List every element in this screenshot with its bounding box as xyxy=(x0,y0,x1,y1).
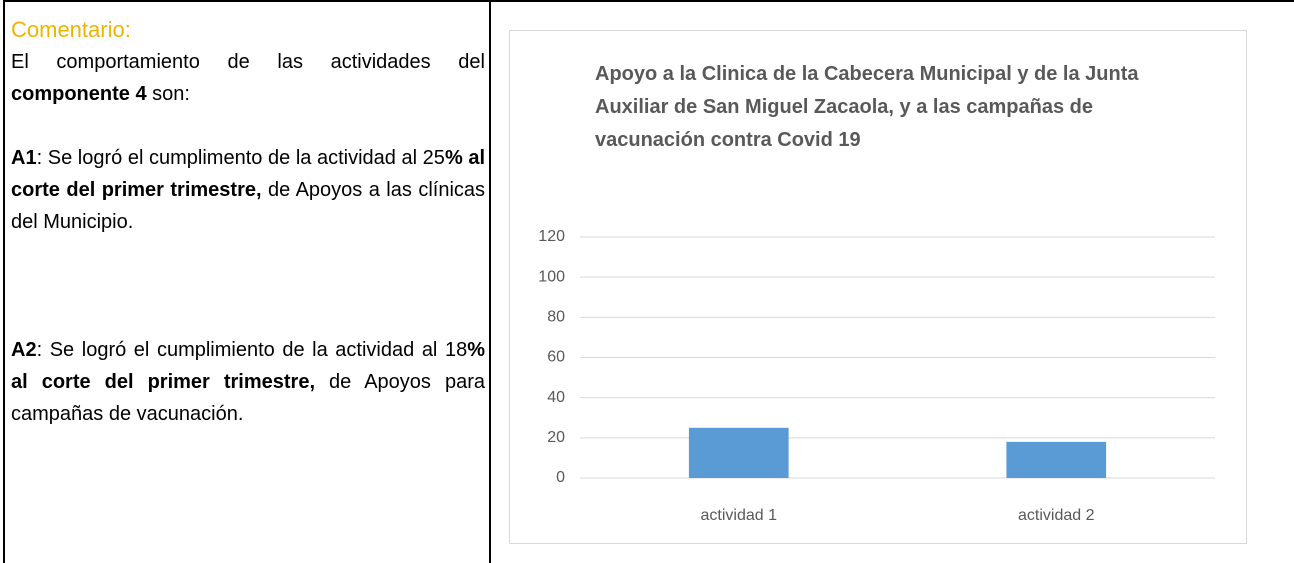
chart-frame xyxy=(509,30,1247,544)
comment-text: El comportamiento de las actividades del… xyxy=(11,46,485,430)
y-tick-label: 80 xyxy=(547,309,565,326)
y-tick-label: 100 xyxy=(538,268,565,285)
text-run: % al corte del primer trimestre, xyxy=(11,339,485,393)
y-tick-label: 40 xyxy=(547,389,565,406)
border xyxy=(3,0,5,563)
bar xyxy=(1006,441,1107,478)
y-tick-label: 60 xyxy=(547,349,565,366)
paragraph: El comportamiento de las actividades del… xyxy=(11,46,485,110)
bar xyxy=(688,427,789,478)
text-run: de Apoyos a las clínicas del Municipio. xyxy=(11,179,486,233)
x-tick-label: actividad 1 xyxy=(701,507,778,524)
y-tick-label: 120 xyxy=(538,228,565,245)
chart-title: Apoyo a la Clinica de la Cabecera Munici… xyxy=(595,63,1139,151)
text-run: % al corte del primer trimestre, xyxy=(11,147,485,201)
border xyxy=(3,0,1294,2)
text-run: componente 4 xyxy=(11,83,147,105)
border xyxy=(489,0,491,563)
y-tick-label: 0 xyxy=(556,469,565,486)
text-run: de Apoyos para campañas de vacunación. xyxy=(11,371,485,425)
text-run: son: xyxy=(146,83,190,105)
text-run: A2 xyxy=(11,339,37,361)
text-run: : Se logró el cumplimiento de la activid… xyxy=(36,339,468,361)
text-run: : Se logró el cumplimento de la activida… xyxy=(36,147,445,169)
text-run: A1 xyxy=(11,147,37,169)
y-tick-label: 20 xyxy=(547,429,565,446)
paragraph: A2: Se logró el cumplimiento de la activ… xyxy=(11,334,485,430)
text-run: El comportamiento de las actividades del xyxy=(11,51,485,73)
x-tick-label: actividad 2 xyxy=(1018,507,1095,524)
paragraph: A1: Se logró el cumplimento de la activi… xyxy=(11,142,485,238)
comment-label: Comentario: xyxy=(11,17,131,42)
